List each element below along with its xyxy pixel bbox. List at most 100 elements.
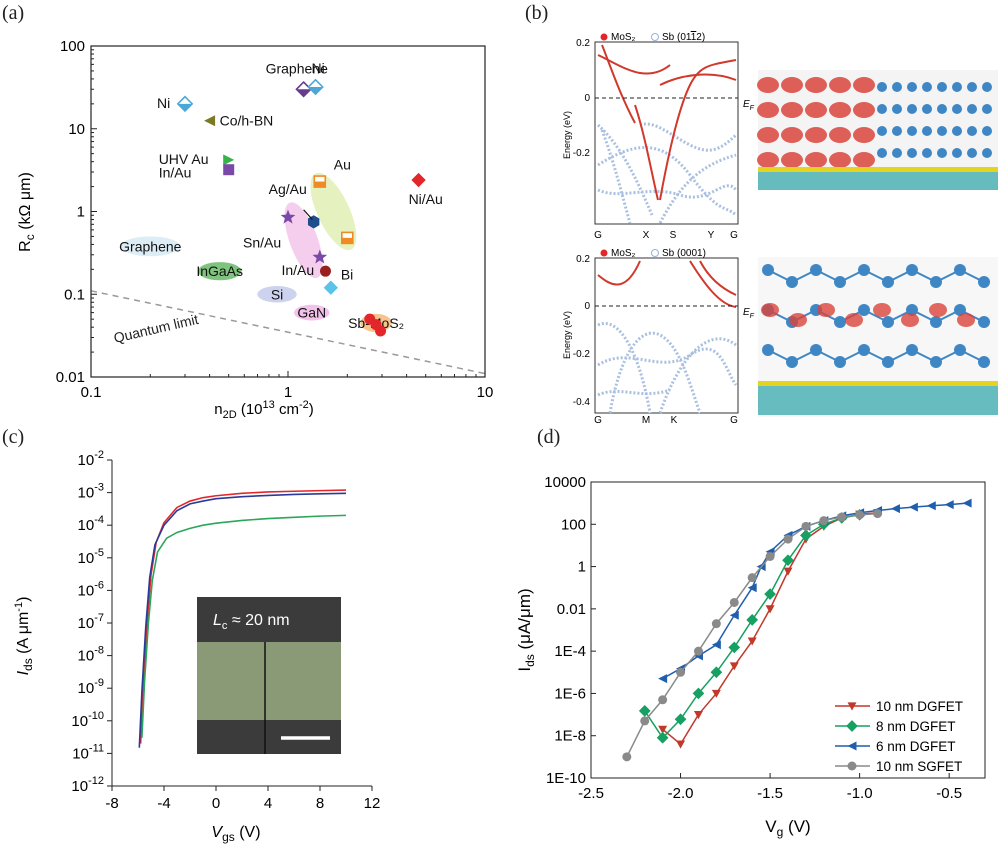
sb-atom bbox=[952, 126, 962, 136]
sb-atom bbox=[892, 126, 902, 136]
b-bot-xtick-3: G bbox=[730, 415, 738, 425]
d-xtick-4: -0.5 bbox=[936, 785, 962, 802]
chart-c-series bbox=[138, 489, 347, 748]
charge-blob bbox=[805, 77, 827, 93]
d-ytick-4: 1E-4 bbox=[554, 643, 586, 660]
d-series-1 bbox=[638, 508, 866, 744]
band-bot-sb-2 bbox=[658, 337, 737, 414]
charge-blob-b bbox=[761, 303, 779, 317]
legend-marker-0 bbox=[847, 702, 857, 711]
point-label-1: Ni bbox=[312, 60, 325, 76]
sb-atom bbox=[907, 126, 917, 136]
sb-atom bbox=[892, 148, 902, 158]
fermi-label-top: EF bbox=[743, 99, 755, 112]
band-top-sb-0 bbox=[596, 123, 654, 216]
band-top-mos2-0 bbox=[601, 44, 636, 124]
charge-blob bbox=[829, 102, 851, 118]
chart-d-ylabel: Ids (μA/μm) bbox=[515, 588, 537, 671]
point-label-5: In/Au bbox=[159, 165, 192, 181]
a-ytick-0: 0.01 bbox=[56, 369, 85, 386]
legend-marker-3 bbox=[847, 761, 857, 771]
panel-label-a: (a) bbox=[2, 2, 25, 24]
c-ytick-2: 10-4 bbox=[78, 514, 104, 534]
point-label-4: UHV Au bbox=[159, 151, 209, 167]
c-xtick-0: -8 bbox=[105, 795, 118, 812]
c-xtick-4: 8 bbox=[316, 795, 324, 812]
charge-blob bbox=[853, 77, 875, 93]
charge-blob bbox=[805, 102, 827, 118]
chart-a-ylabel: Rc (kΩ μm) bbox=[17, 172, 37, 252]
d-line-3 bbox=[626, 512, 878, 758]
b-bot-xtick-2: K bbox=[671, 415, 678, 425]
c-xtick-2: 0 bbox=[212, 795, 220, 812]
legend-sb-bottom: Sb (0001) bbox=[662, 248, 706, 259]
point-label-6: Ag/Au bbox=[269, 181, 307, 197]
b-top-ytick-2: -0.2 bbox=[573, 148, 591, 159]
chart-a: GrapheneInGaAsSiGaNSb-MoS₂ GrapheneNiNiC… bbox=[17, 38, 493, 421]
mos2-layer-bottom bbox=[758, 385, 998, 415]
region-label-3: GaN bbox=[297, 305, 326, 321]
c-ytick-3: 10-5 bbox=[78, 547, 104, 567]
b-bot-ytick-2: -0.2 bbox=[573, 349, 591, 360]
b-top-ytick-1: 0 bbox=[584, 93, 590, 104]
sb-atom bbox=[937, 82, 947, 92]
point-2 bbox=[176, 95, 194, 113]
sb-atom bbox=[952, 82, 962, 92]
b-top-ylabel: Energy (eV) bbox=[562, 111, 572, 159]
c-ytick-7: 10-9 bbox=[78, 677, 104, 697]
charge-blob-b bbox=[817, 303, 835, 317]
sb-atom bbox=[937, 148, 947, 158]
charge-blob bbox=[853, 127, 875, 143]
a-xtick-1: 1 bbox=[284, 384, 292, 401]
b-top-xtick-4: G bbox=[730, 230, 738, 241]
charge-blob bbox=[829, 127, 851, 143]
d-point-2-0 bbox=[658, 674, 668, 684]
d-point-2-14 bbox=[890, 504, 900, 514]
a-xtick-0: 0.1 bbox=[81, 384, 102, 401]
sb-atom bbox=[922, 126, 932, 136]
d-point-1-6 bbox=[746, 614, 759, 626]
sb-atom-b bbox=[978, 316, 990, 328]
d-series-0 bbox=[658, 509, 883, 749]
c-ytick-10: 10-12 bbox=[71, 775, 104, 795]
c-ytick-6: 10-8 bbox=[78, 645, 104, 665]
point-label-7: Au bbox=[334, 157, 351, 173]
charge-blob-b bbox=[929, 303, 947, 317]
chart-c-ylabel: Ids (A μm-1) bbox=[13, 597, 35, 676]
b-bot-ytick-1: 0 bbox=[584, 301, 590, 312]
charge-blob bbox=[757, 102, 779, 118]
d-point-3-3 bbox=[676, 667, 686, 677]
d-point-3-9 bbox=[783, 534, 793, 544]
chart-c-xlabel: Vgs (V) bbox=[211, 824, 260, 844]
point-12 bbox=[319, 265, 331, 277]
sb-atom bbox=[892, 104, 902, 114]
c-xtick-5: 12 bbox=[364, 795, 381, 812]
panel-label-c: (c) bbox=[2, 426, 25, 448]
charge-blob bbox=[829, 77, 851, 93]
charge-blob-b bbox=[789, 313, 807, 327]
d-ytick-1: 100 bbox=[561, 516, 586, 533]
c-ytick-8: 10-10 bbox=[71, 710, 104, 730]
sb-atom bbox=[967, 104, 977, 114]
legend-mos2-bottom: MoS₂ bbox=[611, 248, 636, 259]
sem-inset-top-region bbox=[197, 597, 341, 642]
band-top-sb-3 bbox=[639, 122, 738, 152]
band-top-mos2-2 bbox=[659, 59, 737, 201]
sulfur-layer-top bbox=[758, 167, 998, 172]
sb-atom bbox=[982, 126, 992, 136]
d-point-3-0 bbox=[622, 752, 632, 762]
charge-blob bbox=[853, 102, 875, 118]
charge-blob bbox=[781, 77, 803, 93]
sb-atom bbox=[952, 148, 962, 158]
mos2-layer-top bbox=[758, 170, 998, 190]
d-point-2-4 bbox=[729, 610, 739, 620]
a-ytick-3: 10 bbox=[68, 121, 85, 138]
b-bot-ytick-0: 0.2 bbox=[576, 254, 590, 265]
region-sn-au bbox=[284, 202, 323, 279]
charge-blob-b bbox=[845, 313, 863, 327]
b-bot-ytick-3: -0.4 bbox=[573, 397, 591, 408]
charge-blob bbox=[781, 152, 803, 168]
d-point-3-7 bbox=[747, 573, 757, 583]
d-point-2-18 bbox=[962, 498, 972, 508]
sb-atom bbox=[967, 126, 977, 136]
